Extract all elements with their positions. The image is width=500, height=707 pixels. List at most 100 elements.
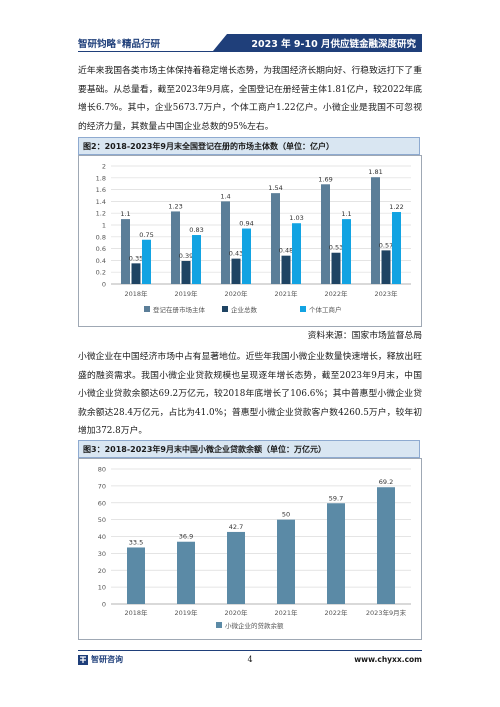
- x-tick-label: 2023年: [374, 289, 398, 298]
- bar: [371, 177, 380, 284]
- bar: [321, 184, 330, 284]
- bar: [342, 219, 351, 284]
- x-tick-label: 2018年: [124, 608, 148, 617]
- bar: [292, 223, 301, 284]
- data-label: 0.83: [189, 226, 203, 234]
- figure-3-title: 图3：2018-2023年9月末中国小微企业贷款余额（单位：万亿元）: [78, 440, 420, 458]
- brand-text: 智研钧略: [78, 38, 117, 50]
- data-label: 0.35: [129, 254, 143, 262]
- data-label: 1.54: [268, 184, 282, 192]
- bar: [331, 252, 341, 284]
- bar: [377, 487, 395, 604]
- y-tick-label: 0: [102, 601, 106, 609]
- brand-suffix: 精品行研: [122, 38, 161, 50]
- footer-website: www.chyxx.com: [354, 655, 422, 664]
- y-tick-label: 50: [98, 516, 106, 524]
- footer-divider: [78, 650, 422, 651]
- y-tick-label: 0.6: [96, 245, 106, 253]
- data-label: 0.39: [179, 252, 193, 260]
- bar: [277, 519, 295, 604]
- x-tick-label: 2021年: [274, 608, 298, 617]
- page-number: 4: [247, 655, 253, 664]
- data-label: 0.75: [139, 231, 153, 239]
- y-tick-label: 10: [98, 584, 106, 592]
- legend-label: 登记在册市场主体: [153, 305, 206, 314]
- company-logo-icon: [78, 654, 88, 665]
- bar: [381, 250, 391, 284]
- y-tick-label: 0.2: [96, 269, 106, 277]
- bar: [121, 219, 130, 284]
- data-label: 1.4: [220, 192, 230, 200]
- loan-balance-chart: 0 10 20 30 40 50 60 70 80 2018年 33.5 2019年 36.9 2020年…: [98, 466, 411, 630]
- x-tick-label: 2020年: [224, 289, 248, 298]
- bar: [227, 531, 245, 604]
- legend-swatch: [144, 306, 150, 312]
- legend-label: 小微企业的贷款余额: [225, 621, 284, 630]
- registered-mark: ®: [116, 39, 123, 46]
- data-label: 0.43: [229, 250, 243, 258]
- bar: [142, 239, 151, 284]
- x-tick-label: 2023年9月末: [366, 608, 407, 617]
- y-tick-label: 30: [98, 550, 106, 558]
- bar: [392, 212, 401, 284]
- y-tick-label: 1.8: [96, 174, 106, 182]
- brand-name: 智研钧略 ® 精品行研: [78, 34, 213, 51]
- bar: [192, 235, 201, 284]
- paragraph-market-entities: 近年来我国各类市场主体保持着稳定增长态势，为我国经济长期向好、行稳致远打下了重要…: [78, 66, 422, 132]
- data-label: 59.7: [329, 494, 343, 502]
- y-tick-label: 0.8: [96, 233, 106, 241]
- data-label: 0.48: [279, 247, 293, 255]
- bar: [271, 193, 280, 284]
- data-label: 33.5: [129, 538, 143, 546]
- y-tick-label: 1.6: [96, 186, 106, 194]
- y-tick-label: 40: [98, 533, 106, 541]
- market-entities-chart: 0 0.2 0.4 0.6 0.8 1 1.2 1.4 1.6 1.8 2 2018年 1.1 0.35 0…: [96, 163, 411, 314]
- x-tick-label: 2018年: [124, 289, 148, 298]
- data-label: 1.23: [168, 202, 182, 210]
- figure-3-chart: 0 10 20 30 40 50 60 70 80 2018年 33.5 2019年 36.9 2020年…: [78, 458, 422, 640]
- bar: [327, 503, 345, 604]
- data-label: 1.03: [289, 214, 303, 222]
- page-header: 智研钧略 ® 精品行研 2023 年 9-10 月供应链金融深度研究: [78, 34, 422, 51]
- data-label: 0.94: [239, 220, 253, 228]
- y-tick-label: 1: [102, 222, 106, 230]
- legend-swatch: [216, 622, 222, 628]
- bar: [281, 255, 291, 284]
- legend-label: 企业总数: [231, 305, 258, 314]
- data-label: 50: [282, 511, 290, 519]
- data-label: 69.2: [379, 478, 393, 486]
- y-tick-label: 60: [98, 499, 106, 507]
- data-label: 42.7: [229, 523, 243, 531]
- x-tick-label: 2020年: [224, 608, 248, 617]
- y-tick-label: 70: [98, 482, 106, 490]
- x-tick-label: 2021年: [274, 289, 298, 298]
- y-tick-label: 1.2: [96, 210, 106, 218]
- y-tick-label: 0: [102, 281, 106, 289]
- x-tick-label: 2019年: [174, 289, 198, 298]
- x-tick-label: 2022年: [324, 608, 348, 617]
- footer-company: 智研咨询: [91, 655, 123, 664]
- data-label: 1.22: [389, 203, 403, 211]
- header-divider: [78, 51, 422, 52]
- figure-2-chart: 0 0.2 0.4 0.6 0.8 1 1.2 1.4 1.6 1.8 2 2018年 1.1 0.35 0…: [78, 155, 422, 327]
- y-tick-label: 80: [98, 466, 106, 474]
- y-tick-label: 1.4: [96, 198, 106, 206]
- data-label: 0.57: [379, 241, 393, 249]
- data-label: 1.69: [318, 175, 332, 183]
- bar: [181, 260, 191, 284]
- data-label: 36.9: [179, 533, 193, 541]
- data-label: 0.53: [329, 244, 343, 252]
- data-label: 1.1: [120, 210, 130, 218]
- paragraph-small-business-loans: 小微企业在中国经济市场中占有显著地位。近些年我国小微企业数量快速增长，释放出旺盛…: [78, 352, 422, 436]
- bar: [171, 211, 180, 284]
- bar: [131, 263, 141, 284]
- legend-label: 个体工商户: [309, 305, 342, 314]
- y-tick-label: 0.4: [96, 257, 106, 265]
- legend-swatch: [300, 306, 306, 312]
- data-label: 1.81: [368, 168, 382, 176]
- y-tick-label: 20: [98, 567, 106, 575]
- figure-2-source: 资料来源：国家市场监督总局: [307, 331, 422, 341]
- report-title: 2023 年 9-10 月供应链金融深度研究: [213, 34, 422, 51]
- y-tick-label: 2: [102, 163, 106, 171]
- x-tick-label: 2019年: [174, 608, 198, 617]
